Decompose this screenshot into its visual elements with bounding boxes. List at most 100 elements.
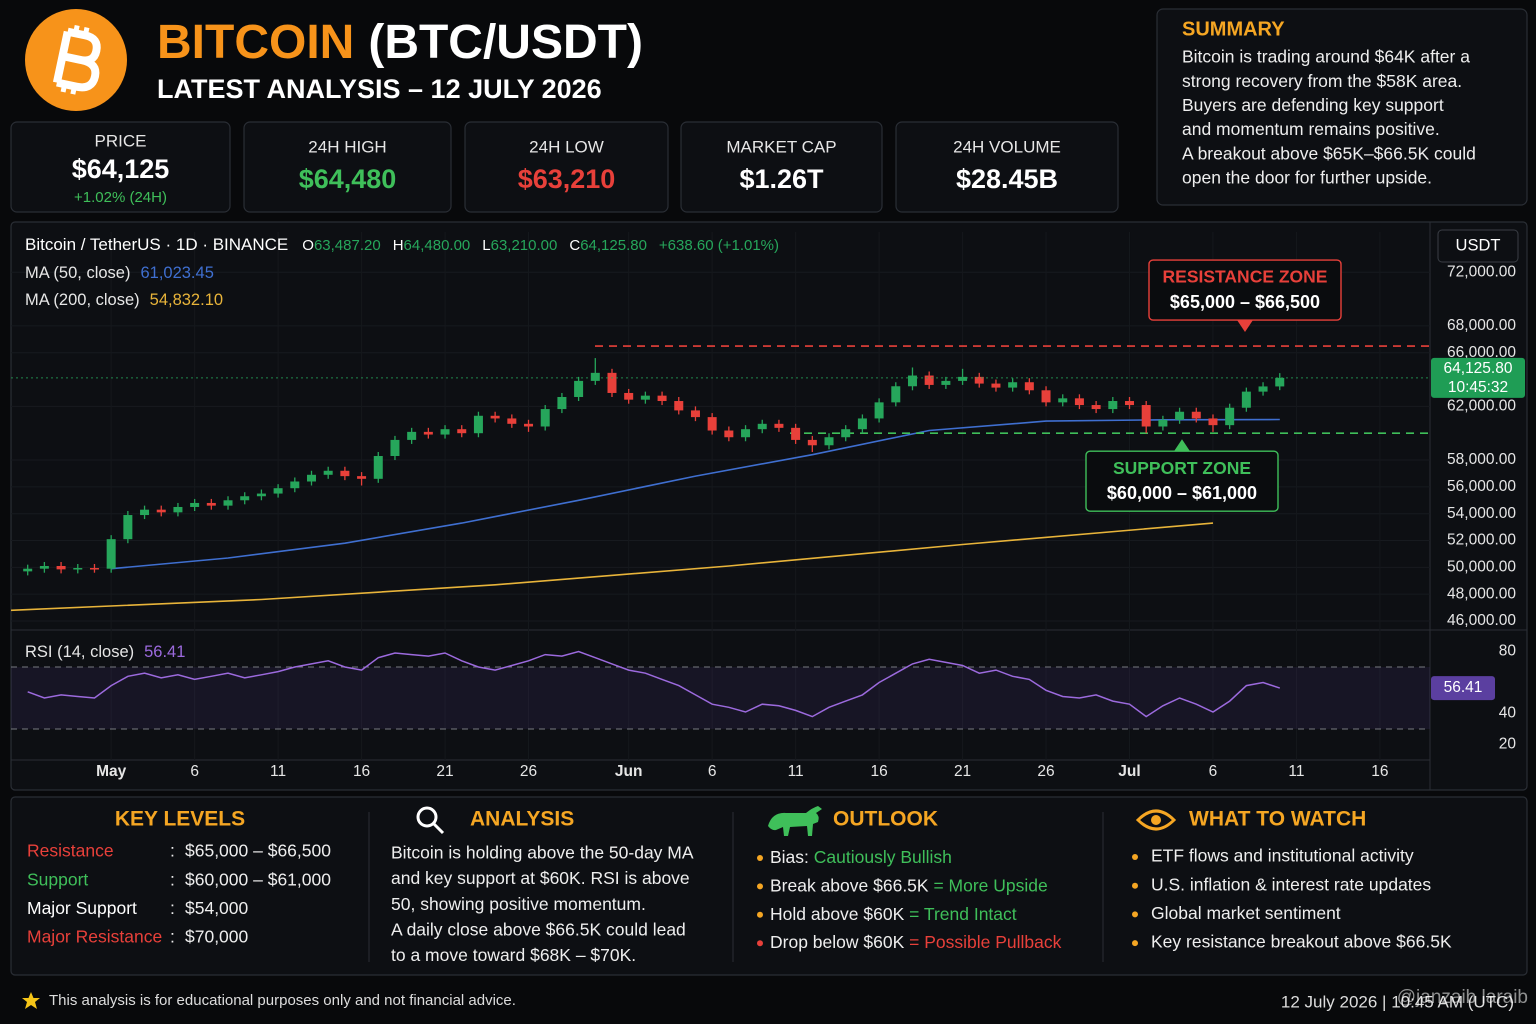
ohlc-key: O — [302, 237, 314, 254]
candle-body — [524, 423, 534, 427]
annotation-range: $60,000 – $61,000 — [1107, 483, 1257, 503]
summary-line: Buyers are defending key support — [1182, 95, 1444, 115]
ohlc-value: 63,210.00 — [491, 237, 558, 254]
disclaimer: This analysis is for educational purpose… — [49, 992, 516, 1009]
ohlc-key: H — [393, 237, 404, 254]
candle-body — [657, 395, 667, 402]
analysis-line: Bitcoin is holding above the 50-day MA — [391, 843, 694, 863]
price-tag-value: 64,125.80 — [1444, 360, 1513, 377]
ma-name: MA (50, close) — [25, 264, 130, 282]
x-tick-label: 6 — [708, 763, 717, 780]
candle-body — [1208, 418, 1218, 426]
x-tick-label: 11 — [270, 763, 286, 780]
summary-title: SUMMARY — [1182, 18, 1285, 40]
candle-body — [574, 380, 584, 397]
candle-body — [707, 417, 717, 431]
rsi-tick-label: 20 — [1499, 736, 1517, 753]
candle-body — [690, 410, 700, 418]
candle-body — [1024, 382, 1034, 391]
candle-body — [1158, 419, 1168, 427]
summary-line: open the door for further upside. — [1182, 168, 1432, 188]
x-tick-label: 6 — [1209, 763, 1218, 780]
watch-item: ETF flows and institutional activity — [1151, 846, 1414, 866]
outlook-highlight: = Trend Intact — [909, 903, 1017, 923]
stat-value: $1.26T — [739, 164, 824, 194]
change: +638.60 (+1.01%) — [659, 237, 779, 254]
timestamp: 12 July 2026 | 10:45 AM (UTC) — [1281, 992, 1514, 1011]
stat-card — [10, 121, 231, 213]
key-level-label: Resistance — [27, 841, 114, 861]
candle-body — [540, 409, 550, 427]
candle-body — [1074, 398, 1084, 406]
candle-body — [507, 418, 517, 424]
summary-lines: Bitcoin is trading around $64K after a st… — [1182, 47, 1476, 188]
candle-body — [206, 502, 216, 506]
x-tick-label: 16 — [1371, 763, 1388, 780]
y-tick-label: 72,000.00 — [1447, 263, 1516, 280]
key-level-label: Major Resistance — [27, 927, 162, 947]
candle-body — [1225, 407, 1235, 426]
y-tick-label: 48,000.00 — [1447, 585, 1516, 602]
key-level-value: $65,000 – $66,500 — [185, 841, 331, 861]
candle-body — [407, 431, 417, 440]
rsi-tick-label: 40 — [1499, 705, 1517, 722]
candle-body — [1241, 391, 1251, 408]
candle-body — [557, 396, 567, 410]
stat-label: 24H LOW — [529, 137, 604, 156]
candle-body — [941, 380, 951, 385]
candle-body — [323, 470, 333, 475]
y-tick-label: 66,000.00 — [1447, 344, 1516, 361]
annotation-title: SUPPORT ZONE — [1113, 458, 1251, 478]
candle-body — [857, 418, 867, 430]
bull-icon — [768, 806, 822, 836]
candle-body — [290, 481, 300, 489]
chart: 72,000.00 68,000.00 66,000.00 62,000.00 58,0… — [10, 229, 1525, 780]
y-tick-label: 56,000.00 — [1447, 478, 1516, 495]
candle-body — [1258, 386, 1268, 392]
x-tick-label: 16 — [870, 763, 887, 780]
candle-body — [473, 415, 483, 434]
candle-body — [490, 415, 500, 419]
candle-body — [757, 423, 767, 430]
summary-panel — [1156, 8, 1528, 206]
stat-label: MARKET CAP — [726, 137, 836, 156]
candle-body — [724, 430, 734, 438]
ma-legend: MA (200, close) 54,832.10 — [25, 291, 223, 309]
currency: USDT — [1456, 236, 1501, 254]
rsi-tag-value: 56.41 — [1444, 679, 1483, 696]
stat-value: $28.45B — [956, 164, 1058, 194]
y-tick-label: 52,000.00 — [1447, 532, 1516, 549]
watch-item: Global market sentiment — [1151, 903, 1341, 923]
stat-label: 24H HIGH — [308, 137, 386, 156]
candle-body — [1175, 411, 1185, 420]
watch-item: Key resistance breakout above $66.5K — [1151, 932, 1452, 952]
candle-body — [1191, 411, 1201, 419]
candle-body — [958, 376, 968, 381]
key-level-value: $54,000 — [185, 898, 249, 918]
chart-title: Bitcoin / TetherUS · 1D · BINANCE — [25, 235, 288, 254]
analysis-line: to a move toward $68K – $70K. — [391, 945, 636, 965]
candle-body — [89, 568, 99, 570]
key-level-value: $70,000 — [185, 927, 249, 947]
annotation-title: RESISTANCE ZONE — [1163, 267, 1328, 287]
y-tick-label: 50,000.00 — [1447, 558, 1516, 575]
outlook-highlight: = Possible Pullback — [909, 932, 1061, 952]
candle-body — [624, 392, 634, 400]
stats: PRICE $64,125 +1.02% (24H) 24H HIGH $64,480 2… — [10, 121, 1119, 213]
ohlc-key: L — [482, 237, 490, 254]
bullet — [757, 911, 763, 918]
candle-body — [774, 423, 784, 428]
candle-body — [590, 372, 600, 381]
summary-line: Bitcoin is trading around $64K after a — [1182, 47, 1470, 67]
outlook-item: Break above $66.5K = More Upside — [770, 875, 1048, 895]
candle-body — [457, 429, 467, 434]
watermark: @janzaib laraib — [1397, 987, 1528, 1008]
candle-body — [240, 496, 250, 501]
x-tick-label: May — [96, 763, 127, 780]
candle-body — [1108, 401, 1118, 410]
watch-item: U.S. inflation & interest rate updates — [1151, 874, 1431, 894]
key-level-separator: : — [170, 841, 175, 861]
candle-body — [674, 401, 684, 411]
